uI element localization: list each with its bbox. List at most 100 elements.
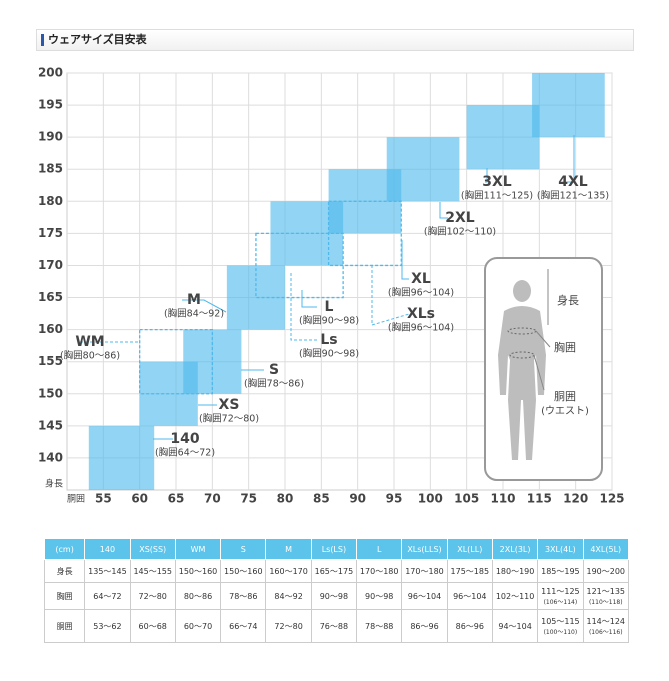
- cell-text: 114～124: [586, 617, 626, 626]
- size-name: WM: [75, 334, 104, 350]
- table-cell: 72～80: [129, 582, 176, 610]
- x-tick-label: 80: [277, 492, 294, 506]
- y-tick-label: 165: [38, 290, 63, 304]
- header-cell: XL(LL): [446, 538, 493, 560]
- table-cell: 96～104: [401, 582, 448, 610]
- cell-subtext: (106～114): [543, 599, 578, 606]
- x-axis-label: 胴囲: [67, 494, 85, 505]
- size-box: [88, 425, 155, 490]
- table-cell: 53～62: [84, 609, 131, 643]
- table-cell: 身長: [43, 559, 86, 583]
- table-cell: 114～124 (106～116): [582, 609, 630, 643]
- y-tick-label: 150: [38, 386, 63, 400]
- y-tick-label: 180: [38, 194, 63, 208]
- size-name: XLs: [407, 306, 435, 322]
- size-note: (胸囲111～125): [461, 190, 533, 202]
- cell-subtext: (110～118): [588, 599, 623, 606]
- table-cell: 170～180: [356, 559, 403, 583]
- table-cell: 84～92: [265, 582, 312, 610]
- leader-line: [401, 240, 409, 280]
- table-cell: 105～115 (100～110): [537, 609, 584, 643]
- header-cell: Ls(LS): [310, 538, 358, 560]
- size-name: 4XL: [558, 174, 588, 190]
- y-tick-label: 190: [38, 130, 63, 144]
- table-cell: 76～88: [310, 609, 358, 643]
- header-row: (cm) 140 XS(SS) WM S M Ls(LS) L XLs(LLS) XL(LL) 2X…: [43, 538, 630, 560]
- header-cell: 140: [84, 538, 131, 560]
- cell-text: 105～115: [541, 617, 580, 626]
- table-cell: 165～175: [310, 559, 358, 583]
- size-note: (胸囲64～72): [155, 447, 215, 459]
- header-cell: WM: [174, 538, 222, 560]
- header-cell: XLs(LLS): [401, 538, 448, 560]
- table-row: 身長 135～145 145～155 150～160 150～160 160～170 165…: [43, 559, 630, 583]
- cell-subtext: (106～116): [588, 629, 623, 636]
- x-tick-label: 125: [599, 492, 624, 506]
- x-tick-label: 105: [454, 492, 479, 506]
- size-box: [532, 73, 605, 138]
- y-tick-label: 200: [38, 66, 63, 80]
- table-cell: 160～170: [265, 559, 312, 583]
- size-box: [386, 137, 460, 202]
- size-name: Ls: [320, 332, 337, 348]
- size-note: (胸囲96～104): [388, 322, 454, 334]
- table-cell: 190～200: [582, 559, 630, 583]
- x-tick-label: 115: [527, 492, 552, 506]
- size-note: (胸囲90～98): [299, 315, 359, 327]
- x-tick-label: 100: [418, 492, 443, 506]
- header-cell: (cm): [43, 538, 86, 560]
- size-name: S: [269, 362, 279, 378]
- size-box-dashed: [139, 328, 213, 395]
- table-cell: 96～104: [446, 582, 493, 610]
- leader-line: [485, 168, 488, 183]
- table-row: 胴囲 53～62 60～68 60～70 66～74 72～80 76～88 78～88 86～…: [43, 609, 630, 643]
- section-header: ウェアサイズ目安表: [36, 29, 634, 51]
- table-cell: 72～80: [265, 609, 312, 643]
- size-table: (cm) 140 XS(SS) WM S M Ls(LS) L XLs(LLS) XL(LL) 2X…: [43, 538, 630, 643]
- size-note: (胸囲90～98): [299, 348, 359, 360]
- cell-text: 111～125: [541, 587, 580, 596]
- y-tick-label: 145: [38, 418, 63, 432]
- table-cell: 86～96: [401, 609, 448, 643]
- table-cell: 102～110: [491, 582, 539, 610]
- size-name: 2XL: [445, 210, 475, 226]
- size-name: L: [325, 299, 334, 315]
- y-axis-label: 身長: [45, 478, 63, 490]
- chart: 55 60 65 70 75 80 85 90 95 100 105 110 115 120 125 140 1…: [38, 66, 625, 506]
- size-name: XS: [219, 397, 240, 413]
- y-tick-label: 185: [38, 162, 63, 176]
- table-cell: 64～72: [84, 582, 131, 610]
- header-cell: XS(SS): [129, 538, 176, 560]
- y-tick-label: 140: [38, 450, 63, 464]
- y-tick-label: 195: [38, 98, 63, 112]
- table-cell: 145～155: [129, 559, 176, 583]
- y-tick-label: 160: [38, 322, 63, 336]
- leader-line: [182, 299, 227, 313]
- size-box: [466, 105, 540, 170]
- table-cell: 111～125 (106～114): [537, 582, 584, 610]
- x-tick-label: 75: [240, 492, 257, 506]
- leader-line: [439, 202, 448, 219]
- figure-label: 胸囲: [554, 340, 576, 354]
- table-cell: 185～195: [537, 559, 584, 583]
- table-cell: 170～180: [401, 559, 448, 583]
- table-cell: 60～70: [174, 609, 222, 643]
- size-name: M: [187, 292, 201, 308]
- y-tick-label: 170: [38, 258, 63, 272]
- x-tick-label: 90: [349, 492, 366, 506]
- body-silhouette: [498, 280, 546, 460]
- figure-label: (ウエスト): [541, 405, 589, 417]
- header-cell: L: [356, 538, 403, 560]
- y-tick-label: 155: [38, 354, 63, 368]
- header-cell: S: [220, 538, 267, 560]
- size-note: (胸囲72～80): [199, 413, 259, 425]
- leader-line: [301, 290, 317, 308]
- leader-line: [561, 135, 575, 183]
- table-cell: 135～145: [84, 559, 131, 583]
- x-tick-label: 120: [563, 492, 588, 506]
- table-cell: 94～104: [491, 609, 539, 643]
- figure-label: 身長: [557, 293, 579, 307]
- size-box-dashed: [327, 200, 402, 267]
- x-tick-label: 85: [313, 492, 330, 506]
